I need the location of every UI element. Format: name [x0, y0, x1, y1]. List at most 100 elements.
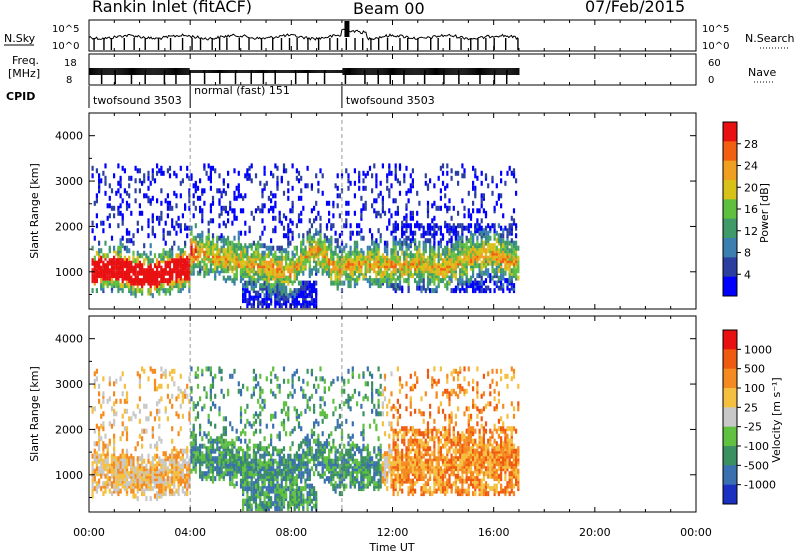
velocity-cell — [259, 486, 262, 492]
power-cell — [343, 270, 346, 276]
power-cell — [100, 283, 103, 289]
power-cell — [358, 253, 361, 259]
power-cell — [487, 223, 490, 229]
power-cell — [381, 270, 384, 276]
velocity-cell — [188, 411, 191, 417]
velocity-cell — [162, 486, 165, 492]
power-cell — [476, 208, 479, 214]
velocity-cell — [261, 406, 264, 412]
power-cell — [104, 163, 107, 169]
power-cell — [515, 273, 518, 279]
power-cell — [214, 253, 217, 259]
power-cell — [394, 240, 397, 246]
power-cell — [91, 165, 94, 171]
power-cell — [194, 180, 197, 186]
power-cell — [394, 163, 397, 169]
power-cell — [459, 268, 462, 274]
power-cell — [285, 300, 288, 306]
power-cell — [484, 253, 488, 259]
power-cell — [463, 205, 466, 211]
velocity-cell — [196, 446, 200, 452]
power-cell — [302, 233, 305, 239]
power-cell — [203, 200, 206, 206]
power-cell — [482, 255, 485, 261]
power-cell — [259, 235, 262, 241]
power-cell — [171, 280, 174, 286]
power-cell — [171, 268, 174, 274]
power-cell — [239, 268, 243, 274]
power-cell — [158, 220, 161, 226]
power-cell — [495, 245, 498, 251]
power-cell — [489, 225, 492, 231]
power-cell — [392, 275, 395, 281]
power-cell — [248, 173, 251, 179]
power-cell — [512, 218, 516, 224]
velocity-cell — [117, 456, 120, 462]
power-cell — [459, 288, 462, 294]
power-cell — [484, 278, 488, 284]
power-cell — [446, 240, 449, 246]
velocity-cell — [246, 486, 249, 492]
velocity-cell — [186, 453, 189, 459]
power-cell — [472, 255, 475, 261]
velocity-cell — [104, 473, 107, 479]
power-cell — [196, 270, 200, 276]
power-cell — [295, 175, 298, 181]
velocity-cell — [125, 396, 129, 402]
power-cell — [450, 268, 453, 274]
velocity-cell — [100, 453, 103, 459]
power-cell — [244, 220, 247, 226]
velocity-cell — [235, 481, 238, 487]
power-cell — [285, 215, 288, 221]
power-cell — [156, 283, 159, 289]
power-cell — [373, 163, 376, 169]
power-cell — [282, 293, 286, 299]
power-cell — [184, 258, 187, 264]
power-cell — [371, 263, 374, 269]
power-cell — [317, 260, 320, 266]
power-cell — [280, 250, 283, 256]
power-cell — [422, 283, 425, 289]
velocity-cell — [93, 378, 96, 384]
power-cell — [108, 183, 111, 189]
velocity-cell — [250, 481, 253, 487]
power-cell — [469, 258, 473, 264]
power-cell — [349, 245, 352, 251]
power-cell — [469, 223, 473, 229]
power-cell — [308, 280, 311, 286]
velocity-cell — [235, 458, 238, 464]
velocity-cell — [132, 456, 135, 462]
velocity-cell — [259, 453, 262, 459]
velocity-cell — [205, 446, 208, 452]
power-cell — [267, 208, 270, 214]
power-cell — [407, 285, 410, 291]
velocity-cell — [254, 373, 258, 379]
velocity-cell — [141, 466, 144, 472]
velocity-cell — [214, 393, 217, 399]
power-cell — [394, 278, 397, 284]
velocity-cell — [254, 451, 258, 457]
velocity-cell — [244, 431, 247, 437]
power-cell — [435, 253, 438, 259]
power-cell — [302, 248, 305, 254]
power-cell — [450, 175, 453, 181]
power-cell — [358, 185, 361, 191]
power-cell — [467, 253, 470, 259]
velocity-cell — [244, 408, 247, 414]
power-cell — [446, 183, 449, 189]
power-cell — [194, 223, 197, 229]
power-cell — [392, 235, 395, 241]
power-cell — [91, 245, 94, 251]
power-cell — [147, 233, 150, 239]
velocity-cell — [188, 398, 191, 404]
power-cell — [377, 255, 380, 261]
power-cell — [336, 253, 339, 259]
power-cell — [115, 190, 118, 196]
cpid-label: CPID — [6, 90, 35, 103]
power-cell — [160, 253, 163, 259]
velocity-cell — [254, 501, 258, 507]
power-cell — [398, 273, 402, 279]
power-cell — [257, 263, 260, 269]
power-cell — [254, 243, 258, 249]
power-cell — [433, 215, 436, 221]
